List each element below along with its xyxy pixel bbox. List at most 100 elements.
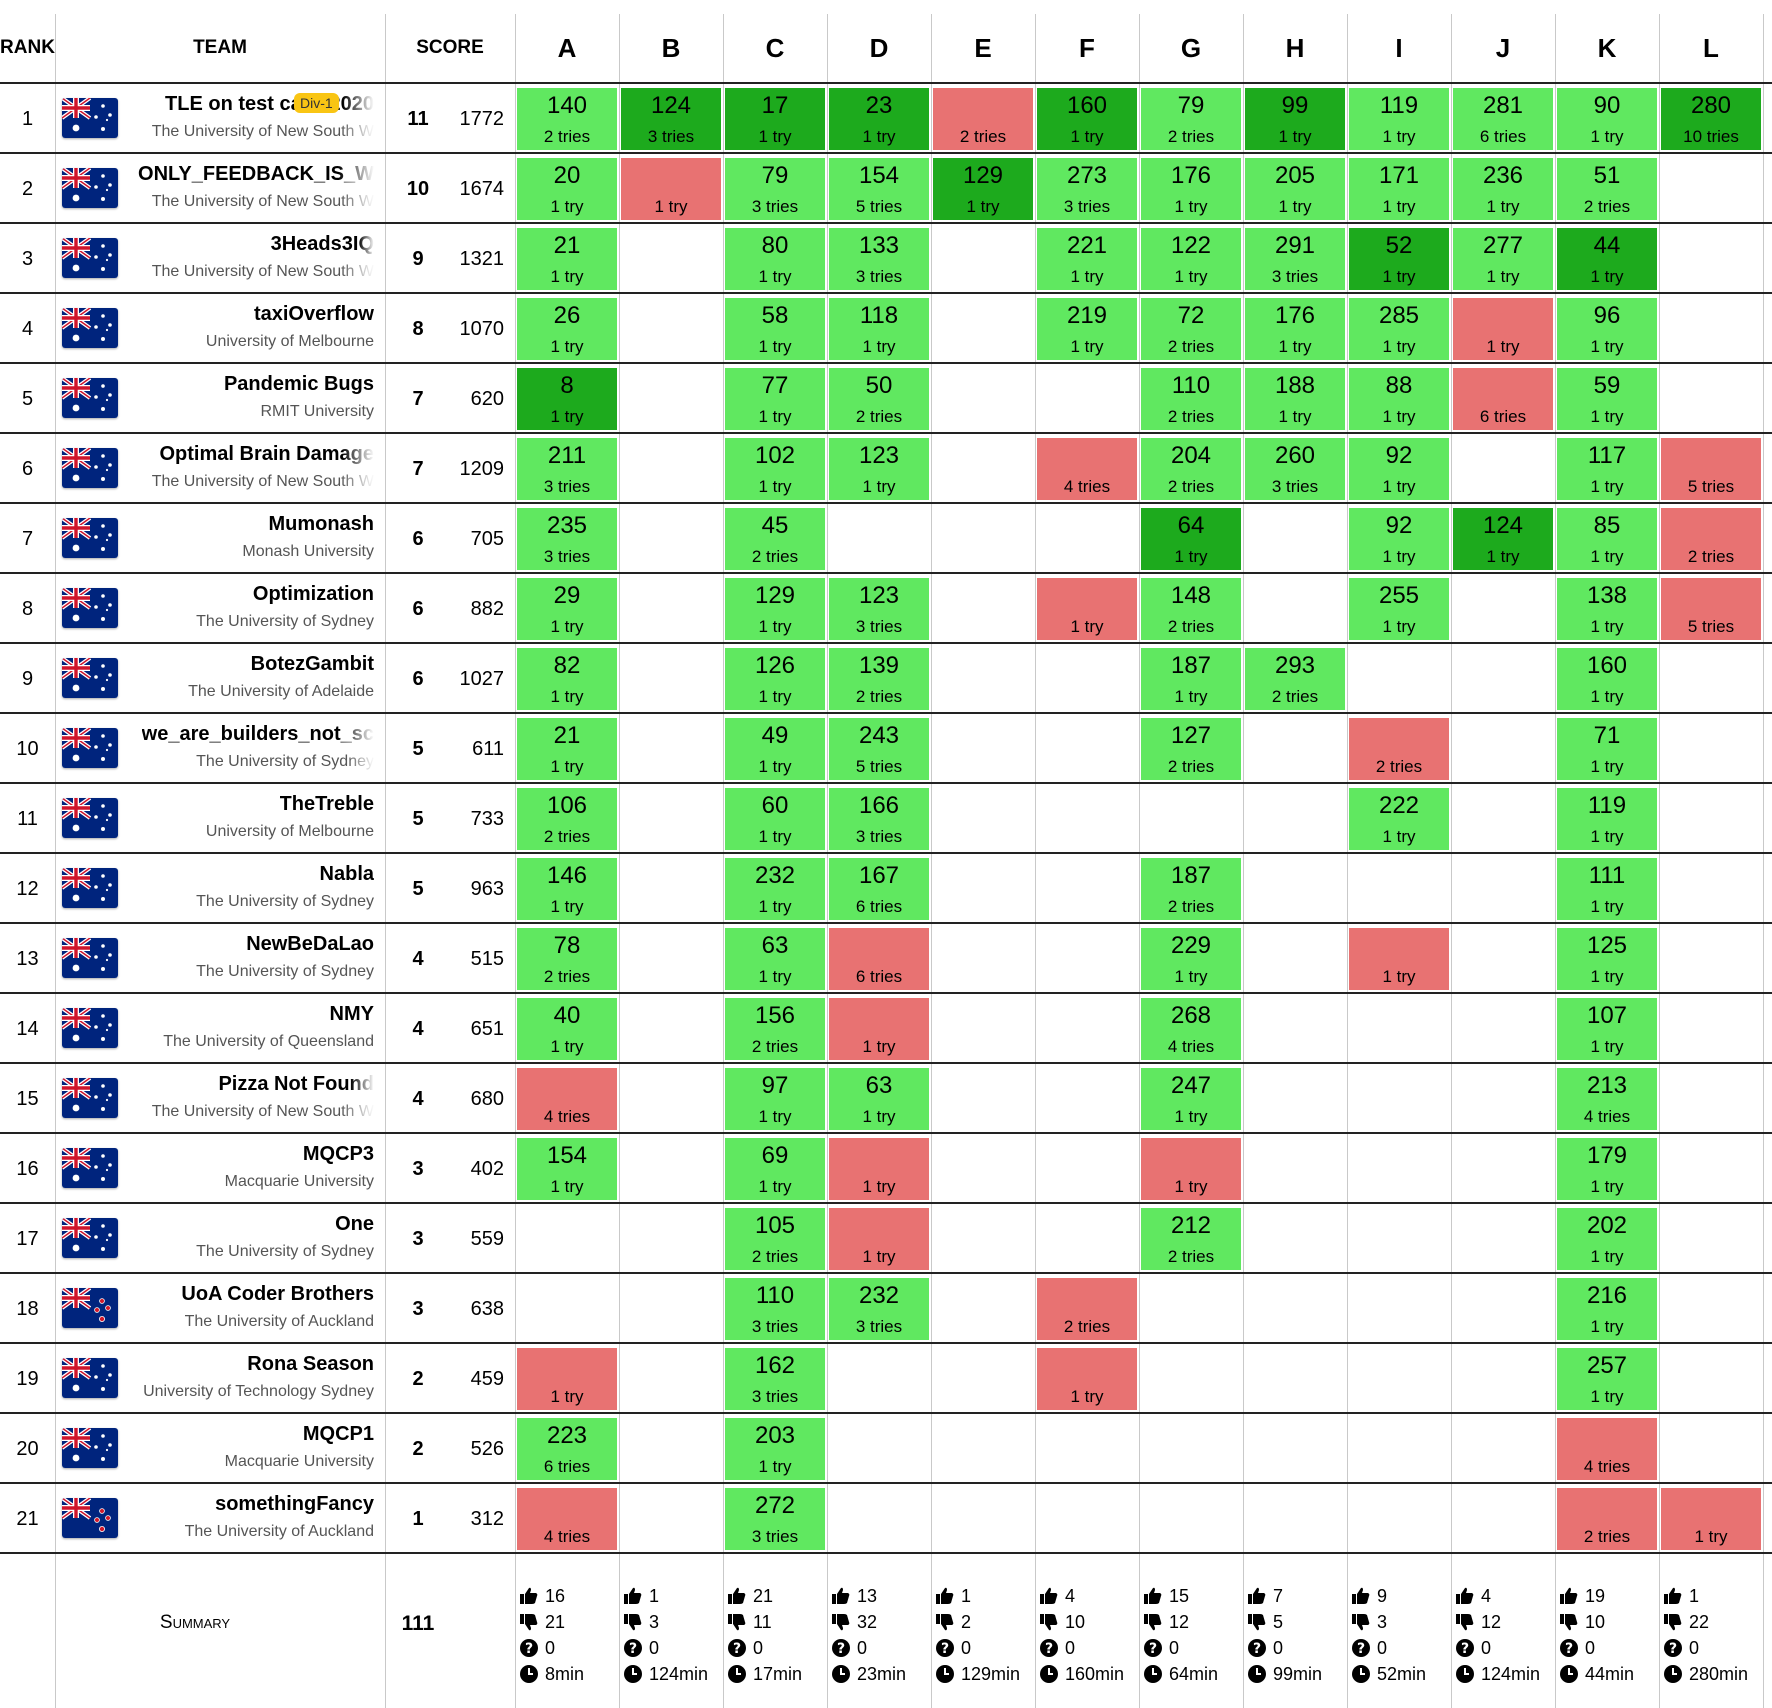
team-name[interactable]: MQCP1: [302, 1423, 374, 1445]
team-row[interactable]: 19 Rona Season University of Technology Sy…: [0, 1344, 1772, 1414]
problem-cell-i[interactable]: 2 tries: [1349, 718, 1449, 780]
team-row[interactable]: 11 TheTreble University of Melbourne 5 733 10…: [0, 784, 1772, 854]
problem-cell-c[interactable]: 69 1 try: [725, 1138, 825, 1200]
problem-cell-i[interactable]: 119 1 try: [1349, 88, 1449, 150]
team-name[interactable]: UoA Coder Brothers: [181, 1283, 374, 1305]
problem-cell-c[interactable]: 45 2 tries: [725, 508, 825, 570]
team-name[interactable]: Pizza Not Found: [218, 1073, 374, 1095]
problem-cell-d[interactable]: 167 6 tries: [829, 858, 929, 920]
team-row[interactable]: 15 Pizza Not Found The University of New S…: [0, 1064, 1772, 1134]
problem-cell-i[interactable]: 171 1 try: [1349, 158, 1449, 220]
problem-cell-h[interactable]: 188 1 try: [1245, 368, 1345, 430]
problem-cell-d[interactable]: 1 try: [829, 1208, 929, 1270]
problem-cell-a[interactable]: 235 3 tries: [517, 508, 617, 570]
problem-cell-l[interactable]: 5 tries: [1661, 438, 1761, 500]
team-name[interactable]: TLE on test case 2020: [165, 93, 374, 115]
problem-cell-c[interactable]: 49 1 try: [725, 718, 825, 780]
problem-cell-i[interactable]: 1 try: [1349, 928, 1449, 990]
problem-cell-f[interactable]: 273 3 tries: [1037, 158, 1137, 220]
team-row[interactable]: 5 Pandemic Bugs RMIT University 7 620 8 1 try 7…: [0, 364, 1772, 434]
problem-cell-a[interactable]: 78 2 tries: [517, 928, 617, 990]
problem-cell-k[interactable]: 119 1 try: [1557, 788, 1657, 850]
problem-cell-g[interactable]: 148 2 tries: [1141, 578, 1241, 640]
problem-cell-k[interactable]: 179 1 try: [1557, 1138, 1657, 1200]
problem-cell-k[interactable]: 2 tries: [1557, 1488, 1657, 1550]
problem-cell-h[interactable]: 293 2 tries: [1245, 648, 1345, 710]
team-name[interactable]: Optimal Brain Damage: [159, 443, 374, 465]
team-row[interactable]: 8 Optimization The University of Sydney 6 88…: [0, 574, 1772, 644]
team-row[interactable]: 21 somethingFancy The University of Auckla…: [0, 1484, 1772, 1554]
problem-cell-f[interactable]: 160 1 try: [1037, 88, 1137, 150]
problem-cell-d[interactable]: 133 3 tries: [829, 228, 929, 290]
problem-cell-d[interactable]: 243 5 tries: [829, 718, 929, 780]
problem-cell-k[interactable]: 44 1 try: [1557, 228, 1657, 290]
problem-cell-c[interactable]: 80 1 try: [725, 228, 825, 290]
problem-cell-c[interactable]: 126 1 try: [725, 648, 825, 710]
problem-cell-i[interactable]: 285 1 try: [1349, 298, 1449, 360]
problem-cell-k[interactable]: 96 1 try: [1557, 298, 1657, 360]
problem-cell-k[interactable]: 51 2 tries: [1557, 158, 1657, 220]
problem-cell-a[interactable]: 211 3 tries: [517, 438, 617, 500]
team-row[interactable]: 20 MQCP1 Macquarie University 2 526 223 6 trie…: [0, 1414, 1772, 1484]
problem-cell-k[interactable]: 138 1 try: [1557, 578, 1657, 640]
team-name[interactable]: MQCP3: [302, 1143, 374, 1165]
problem-cell-c[interactable]: 60 1 try: [725, 788, 825, 850]
team-name[interactable]: NewBeDaLao: [246, 933, 374, 955]
team-name[interactable]: Nabla: [319, 863, 374, 885]
team-name[interactable]: TheTreble: [279, 793, 374, 815]
problem-cell-k[interactable]: 85 1 try: [1557, 508, 1657, 570]
problem-cell-l[interactable]: 5 tries: [1661, 578, 1761, 640]
problem-cell-g[interactable]: 64 1 try: [1141, 508, 1241, 570]
problem-cell-g[interactable]: 72 2 tries: [1141, 298, 1241, 360]
team-name[interactable]: ONLY_FEEDBACK_IS_W: [138, 163, 374, 185]
problem-cell-d[interactable]: 232 3 tries: [829, 1278, 929, 1340]
team-name[interactable]: BotezGambit: [250, 653, 374, 675]
problem-cell-d[interactable]: 1 try: [829, 998, 929, 1060]
problem-cell-d[interactable]: 118 1 try: [829, 298, 929, 360]
problem-cell-i[interactable]: 255 1 try: [1349, 578, 1449, 640]
problem-cell-h[interactable]: 176 1 try: [1245, 298, 1345, 360]
problem-cell-d[interactable]: 23 1 try: [829, 88, 929, 150]
team-name[interactable]: Optimization: [252, 583, 374, 605]
team-row[interactable]: 14 NMY The University of Queensland 4 651 40 1…: [0, 994, 1772, 1064]
problem-header-f[interactable]: F: [1079, 32, 1095, 63]
problem-cell-a[interactable]: 29 1 try: [517, 578, 617, 640]
problem-cell-c[interactable]: 102 1 try: [725, 438, 825, 500]
problem-cell-c[interactable]: 232 1 try: [725, 858, 825, 920]
problem-cell-g[interactable]: 127 2 tries: [1141, 718, 1241, 780]
problem-cell-e[interactable]: 129 1 try: [933, 158, 1033, 220]
team-row[interactable]: 9 BotezGambit The University of Adelaide 6 1…: [0, 644, 1772, 714]
problem-header-e[interactable]: E: [974, 32, 992, 63]
problem-cell-k[interactable]: 257 1 try: [1557, 1348, 1657, 1410]
problem-cell-k[interactable]: 125 1 try: [1557, 928, 1657, 990]
problem-cell-k[interactable]: 216 1 try: [1557, 1278, 1657, 1340]
problem-cell-k[interactable]: 202 1 try: [1557, 1208, 1657, 1270]
problem-cell-a[interactable]: 21 1 try: [517, 228, 617, 290]
team-name[interactable]: Pandemic Bugs: [223, 373, 374, 395]
problem-cell-f[interactable]: 1 try: [1037, 1348, 1137, 1410]
problem-cell-k[interactable]: 71 1 try: [1557, 718, 1657, 780]
problem-cell-g[interactable]: 176 1 try: [1141, 158, 1241, 220]
problem-cell-a[interactable]: 4 tries: [517, 1488, 617, 1550]
problem-header-c[interactable]: C: [765, 32, 785, 63]
problem-cell-k[interactable]: 59 1 try: [1557, 368, 1657, 430]
problem-header-d[interactable]: D: [869, 32, 889, 63]
problem-cell-d[interactable]: 50 2 tries: [829, 368, 929, 430]
team-row[interactable]: 7 Mumonash Monash University 6 705 235 3 tries…: [0, 504, 1772, 574]
problem-cell-f[interactable]: 4 tries: [1037, 438, 1137, 500]
problem-cell-i[interactable]: 52 1 try: [1349, 228, 1449, 290]
problem-cell-j[interactable]: 124 1 try: [1453, 508, 1553, 570]
problem-cell-g[interactable]: 247 1 try: [1141, 1068, 1241, 1130]
problem-cell-c[interactable]: 129 1 try: [725, 578, 825, 640]
problem-cell-g[interactable]: 229 1 try: [1141, 928, 1241, 990]
team-row[interactable]: 10 we_are_builders_not_sc The University o…: [0, 714, 1772, 784]
team-name[interactable]: somethingFancy: [215, 1493, 374, 1515]
problem-cell-g[interactable]: 204 2 tries: [1141, 438, 1241, 500]
problem-header-j[interactable]: J: [1495, 32, 1511, 63]
problem-cell-h[interactable]: 260 3 tries: [1245, 438, 1345, 500]
problem-cell-d[interactable]: 154 5 tries: [829, 158, 929, 220]
problem-cell-a[interactable]: 40 1 try: [517, 998, 617, 1060]
problem-cell-a[interactable]: 20 1 try: [517, 158, 617, 220]
team-row[interactable]: 2 ONLY_FEEDBACK_IS_W The University of New…: [0, 154, 1772, 224]
problem-header-i[interactable]: I: [1395, 32, 1403, 63]
